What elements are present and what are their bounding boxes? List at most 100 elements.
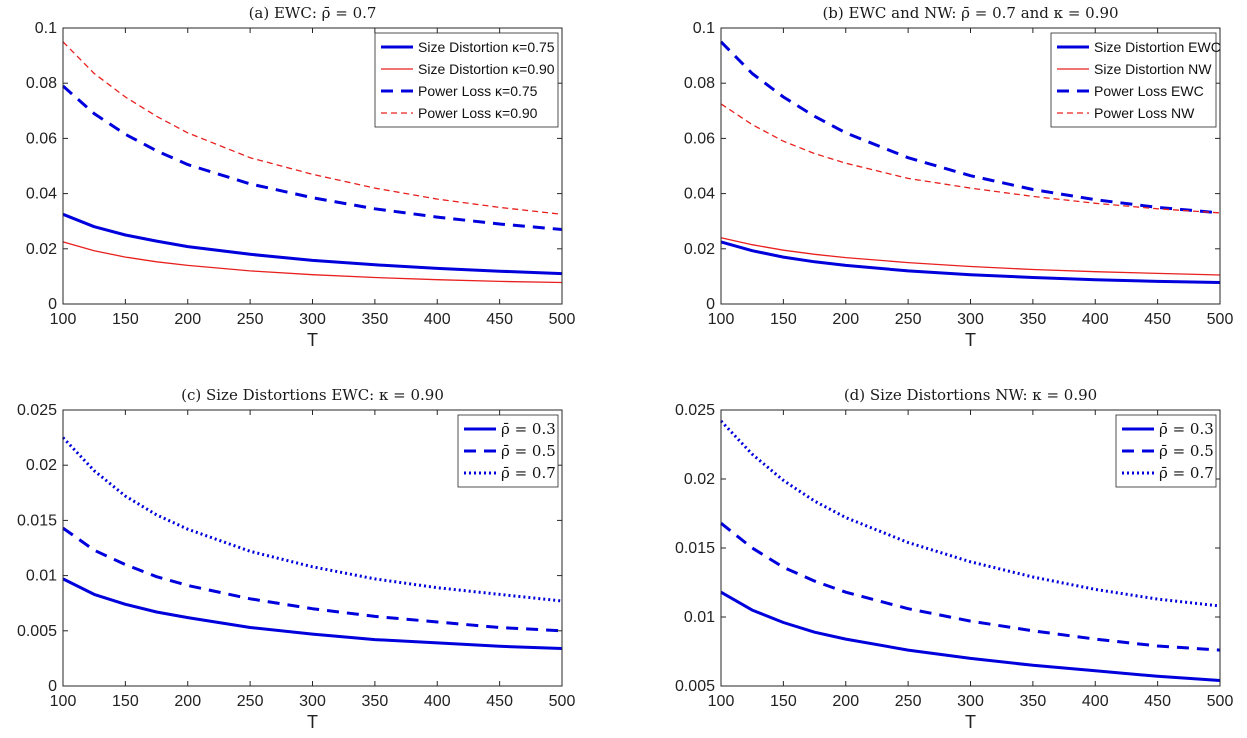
legend-label: ρ̄ = 0.5 [501,442,556,460]
legend: Size Distortion κ=0.75 Size Distortion κ=… [374,32,559,128]
y-tick-label: 0.01 [26,568,57,585]
y-tick-label: 0.1 [35,20,57,37]
x-tick-label: 150 [770,311,797,328]
x-tick-label: 150 [112,693,139,710]
x-tick-label: 350 [1020,693,1047,710]
x-tick-label: 100 [708,693,735,710]
y-tick-label: 0.01 [684,609,715,626]
x-tick-label: 500 [1207,311,1234,328]
legend-label: Power Loss NW [1094,105,1195,121]
y-tick-label: 0.005 [17,623,57,640]
panel-title: (d) Size Distortions NW: κ = 0.90 [844,386,1097,404]
y-tick-label: 0.025 [17,402,57,419]
y-tick-label: 0.08 [684,75,715,92]
series-line-size-distortion-0-75 [62,212,563,276]
series-line-power-loss-nw [720,103,1221,214]
panel-a: (a) EWC: ρ̄ = 0.7 100 150 200 250 300 350 400 45… [26,4,576,350]
y-tick-label: 0.04 [26,186,57,203]
series-line-power-loss-0-90 [62,41,563,215]
x-tick-label: 400 [424,693,451,710]
x-tick-label: 100 [50,311,77,328]
y-tick-label: 0.02 [684,241,715,258]
y-tick-label: 0.02 [684,471,715,488]
y-tick-label: 0.1 [693,20,715,37]
series-line-size-distortion-nw [720,237,1221,276]
x-tick-label: 450 [1144,693,1171,710]
y-tick-label: 0 [48,296,57,313]
panel-b: (b) EWC and NW: ρ̄ = 0.7 and κ = 0.90 100… [684,4,1234,350]
x-tick-label: 200 [174,311,201,328]
legend-label: Size Distortion NW [1094,61,1212,77]
legend-label: ρ̄ = 0.5 [1159,442,1214,460]
legend-box [374,32,559,128]
panel-d: (d) Size Distortions NW: κ = 0.90 100 150 2… [675,386,1233,732]
y-tick-label: 0.025 [675,402,715,419]
legend-label: ρ̄ = 0.7 [1159,464,1214,482]
series-line-power-loss-ewc [719,40,1221,215]
x-tick-label: 250 [895,311,922,328]
x-tick-label: 300 [299,311,326,328]
y-tick-label: 0.04 [684,186,715,203]
x-tick-label: 450 [1144,311,1171,328]
x-tick-label: 300 [957,311,984,328]
x-tick-label: 450 [486,693,513,710]
x-tick-label: 500 [549,693,576,710]
legend-label: ρ̄ = 0.7 [501,464,556,482]
legend-label: Size Distortion EWC [1094,39,1221,55]
x-tick-label: 100 [708,311,735,328]
x-tick-label: 400 [1082,311,1109,328]
y-tick-label: 0.06 [26,130,57,147]
x-tick-label: 250 [237,311,264,328]
x-tick-label: 200 [832,311,859,328]
y-tick-label: 0.02 [26,457,57,474]
y-tick-label: 0.08 [26,75,57,92]
legend-label: ρ̄ = 0.3 [501,420,556,438]
x-tick-label: 300 [299,693,326,710]
series-line-size-distortion-ewc [720,240,1221,284]
legend-label: Size Distortion κ=0.75 [418,39,555,55]
y-tick-label: 0.02 [26,241,57,258]
series-line-0-5 [62,526,563,633]
legend-label: ρ̄ = 0.3 [1159,420,1214,438]
x-tick-label: 150 [770,693,797,710]
x-tick-label: 500 [1207,693,1234,710]
x-tick-label: 250 [237,693,264,710]
x-axis-label: T [307,712,318,732]
series-line-0-5 [720,522,1221,652]
x-tick-label: 150 [112,311,139,328]
y-tick-label: 0 [48,678,57,695]
series-line-0-7 [719,419,1221,608]
panel-title: (c) Size Distortions EWC: κ = 0.90 [181,386,444,404]
y-tick-label: 0 [706,296,715,313]
legend: Size Distortion EWC Size Distortion NW Pow… [1050,32,1221,128]
x-tick-label: 350 [1020,311,1047,328]
panel-title: (b) EWC and NW: ρ̄ = 0.7 and κ = 0.90 [822,4,1118,22]
series-line-0-3 [62,577,563,650]
legend: ρ̄ = 0.3 ρ̄ = 0.5 ρ̄ = 0.7 [457,414,559,488]
x-tick-label: 400 [1082,693,1109,710]
x-axis-label: T [307,330,318,350]
y-tick-label: 0.015 [675,540,715,557]
x-tick-label: 250 [895,693,922,710]
x-tick-label: 450 [486,311,513,328]
panel-title: (a) EWC: ρ̄ = 0.7 [249,4,377,22]
x-tick-label: 500 [549,311,576,328]
series-line-power-loss-0-75 [62,84,563,231]
series-line-size-distortion-0-90 [62,241,563,284]
legend-label: Power Loss κ=0.75 [418,83,538,99]
x-tick-label: 350 [362,311,389,328]
y-tick-label: 0.005 [675,678,715,695]
panel-c: (c) Size Distortions EWC: κ = 0.90 100 150… [17,386,575,732]
series-line-0-3 [720,590,1221,682]
x-tick-label: 100 [50,693,77,710]
legend-label: Size Distortion κ=0.90 [418,61,555,77]
x-tick-label: 200 [832,693,859,710]
legend: ρ̄ = 0.3 ρ̄ = 0.5 ρ̄ = 0.7 [1115,414,1217,488]
legend-box [1050,32,1217,128]
legend-label: Power Loss κ=0.90 [418,105,538,121]
x-tick-label: 350 [362,693,389,710]
x-tick-label: 200 [174,693,201,710]
x-tick-label: 300 [957,693,984,710]
y-tick-label: 0.06 [684,130,715,147]
